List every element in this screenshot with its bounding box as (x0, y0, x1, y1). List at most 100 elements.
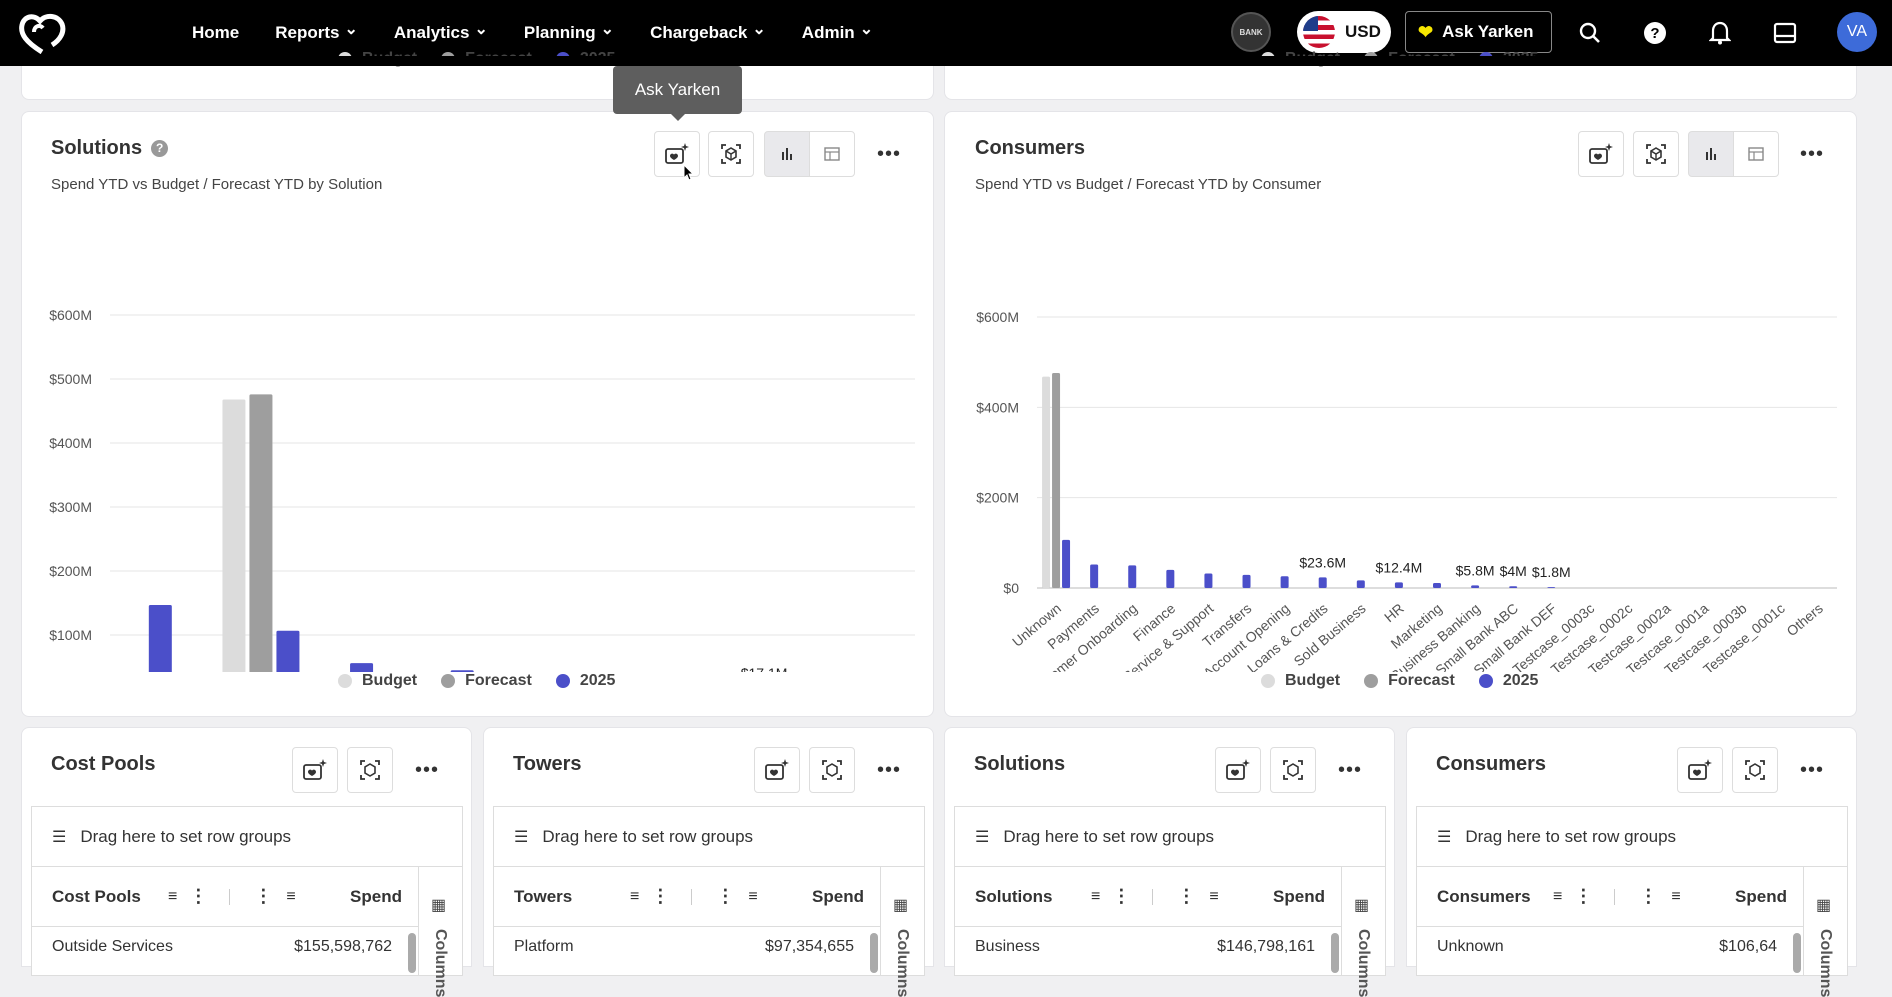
more-options-icon[interactable]: ••• (1337, 758, 1362, 781)
ai-analyze-button[interactable] (1633, 131, 1679, 177)
bar-forecast (249, 394, 273, 672)
drag-label: Drag here to set row groups (542, 826, 754, 846)
vertical-scrollbar[interactable] (408, 933, 416, 973)
help-icon[interactable]: ? (1640, 18, 1670, 48)
column-divider (691, 888, 693, 905)
table-row[interactable]: Unknown $106,64 (1417, 927, 1805, 967)
filter-icon[interactable]: ≡ (1091, 887, 1101, 905)
table-card-title: Towers (513, 753, 582, 775)
column-menu-icon[interactable]: ⋮ (1639, 886, 1658, 906)
table-row[interactable]: Platform $97,354,655 (494, 927, 882, 967)
vertical-scrollbar[interactable] (870, 933, 878, 973)
more-options-icon[interactable]: ••• (414, 758, 439, 781)
row-group-drop-zone[interactable]: ☰ Drag here to set row groups (1417, 807, 1847, 867)
table-card-title: Solutions (974, 753, 1066, 775)
ai-analyze-button[interactable] (1732, 747, 1778, 793)
column-menu-icon[interactable]: ⋮ (189, 886, 208, 906)
ai-analyze-button[interactable] (347, 747, 393, 793)
columns-side-panel[interactable]: ▦ Columns (880, 867, 924, 997)
columns-side-panel[interactable]: ▦ Columns (1803, 867, 1847, 997)
column-menu-icon[interactable]: ⋮ (716, 886, 735, 906)
column-header[interactable]: Solutions (975, 886, 1053, 906)
vertical-scrollbar[interactable] (1331, 933, 1339, 973)
search-icon[interactable] (1575, 18, 1605, 48)
chart-view-toggle[interactable] (1688, 131, 1734, 177)
vertical-scrollbar[interactable] (1793, 933, 1801, 973)
help-icon[interactable]: ? (151, 140, 169, 157)
column-header-spend[interactable]: Spend (350, 886, 402, 906)
legend-item-forecast[interactable]: Forecast (1364, 672, 1455, 690)
column-header[interactable]: Towers (514, 886, 573, 906)
columns-side-panel[interactable]: ▦ Columns (418, 867, 462, 997)
more-options-icon[interactable]: ••• (1799, 758, 1824, 781)
filter-icon[interactable]: ≡ (1671, 887, 1681, 905)
ai-analyze-button[interactable] (708, 131, 754, 177)
app-logo-icon[interactable] (18, 12, 66, 54)
column-header[interactable]: Cost Pools (52, 886, 141, 906)
table-row[interactable]: Business $146,798,161 (955, 927, 1343, 967)
ask-yarken-table-button[interactable] (1677, 747, 1723, 793)
columns-panel-label: Columns (894, 929, 911, 997)
column-header-spend[interactable]: Spend (1735, 886, 1787, 906)
columns-panel-label: Columns (1355, 929, 1372, 997)
filter-icon[interactable]: ≡ (1209, 887, 1219, 905)
table-view-toggle[interactable] (1733, 131, 1779, 177)
row-group-drop-zone[interactable]: ☰ Drag here to set row groups (955, 807, 1385, 867)
columns-side-panel[interactable]: ▦ Columns (1341, 867, 1385, 997)
filter-icon[interactable]: ≡ (630, 887, 640, 905)
us-flag-icon (1303, 16, 1335, 48)
legend-swatch (1478, 674, 1493, 688)
more-options-icon[interactable]: ••• (876, 758, 901, 781)
column-menu-icon[interactable]: ⋮ (1574, 886, 1593, 906)
solutions-chart-legend: Budget Forecast 2025 (338, 672, 639, 690)
legend-item-2025[interactable]: 2025 (555, 672, 615, 690)
bank-badge[interactable]: BANK (1231, 12, 1271, 52)
ai-analyze-button[interactable] (809, 747, 855, 793)
row-group-drop-zone[interactable]: ☰ Drag here to set row groups (494, 807, 924, 867)
solutions-chart-card: Solutions? Spend YTD vs Budget / Forecas… (21, 111, 934, 717)
nav-item-planning[interactable]: Planning ⌄ (524, 21, 614, 43)
filter-icon[interactable]: ≡ (1553, 887, 1563, 905)
column-header-spend[interactable]: Spend (812, 886, 864, 906)
inbox-icon[interactable] (1770, 18, 1800, 48)
column-menu-icon[interactable]: ⋮ (254, 886, 273, 906)
more-options-icon[interactable]: ••• (876, 142, 901, 165)
user-avatar[interactable]: VA (1837, 12, 1877, 52)
nav-item-label: Chargeback (650, 23, 748, 42)
ask-yarken-table-button[interactable] (754, 747, 800, 793)
nav-item-home[interactable]: Home (192, 23, 239, 43)
ask-yarken-table-button[interactable] (1215, 747, 1261, 793)
column-menu-icon[interactable]: ⋮ (651, 886, 670, 906)
filter-icon[interactable]: ≡ (286, 887, 296, 905)
currency-selector[interactable]: USD (1297, 11, 1391, 53)
legend-item-budget[interactable]: Budget (338, 672, 417, 690)
nav-item-admin[interactable]: Admin ⌄ (802, 21, 873, 43)
nav-item-chargeback[interactable]: Chargeback ⌄ (650, 21, 766, 43)
bar-2025 (1509, 586, 1518, 588)
drag-label: Drag here to set row groups (1003, 826, 1215, 846)
ask-yarken-table-button[interactable] (292, 747, 338, 793)
row-group-drop-zone[interactable]: ☰ Drag here to set row groups (32, 807, 462, 867)
chart-view-toggle[interactable] (764, 131, 810, 177)
y-tick-label: $600M (976, 309, 1019, 325)
nav-item-analytics[interactable]: Analytics ⌄ (394, 21, 488, 43)
ai-analyze-button[interactable] (1270, 747, 1316, 793)
column-header-spend[interactable]: Spend (1273, 886, 1325, 906)
column-menu-icon[interactable]: ⋮ (1177, 886, 1196, 906)
filter-icon[interactable]: ≡ (168, 887, 178, 905)
column-header[interactable]: Consumers (1437, 886, 1531, 906)
ask-yarken-button[interactable]: ❤ Ask Yarken (1405, 11, 1552, 53)
ask-yarken-chart-button[interactable] (1578, 131, 1624, 177)
table-view-toggle[interactable] (809, 131, 855, 177)
filter-icon[interactable]: ≡ (748, 887, 758, 905)
more-options-icon[interactable]: ••• (1799, 142, 1824, 165)
legend-label: Forecast (465, 672, 532, 689)
ask-yarken-chart-button[interactable] (654, 131, 700, 177)
column-menu-icon[interactable]: ⋮ (1112, 886, 1131, 906)
table-row[interactable]: Outside Services $155,598,762 (32, 927, 420, 967)
bell-icon[interactable] (1705, 18, 1735, 48)
legend-item-forecast[interactable]: Forecast (441, 672, 532, 690)
legend-item-2025[interactable]: 2025 (1478, 672, 1538, 690)
legend-item-budget[interactable]: Budget (1261, 672, 1340, 690)
nav-item-reports[interactable]: Reports ⌄ (275, 21, 358, 43)
